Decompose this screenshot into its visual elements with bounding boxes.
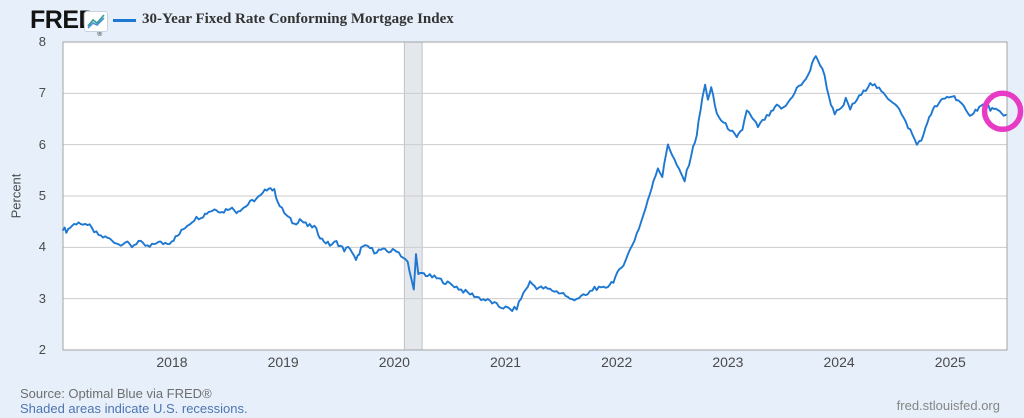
- y-tick-label: 3: [38, 290, 46, 306]
- x-tick-label: 2018: [156, 354, 188, 370]
- fred-sparkline-icon: [84, 11, 108, 32]
- y-tick-label: 8: [38, 34, 46, 49]
- x-tick-label: 2023: [712, 354, 744, 370]
- y-tick-label: 6: [38, 136, 46, 152]
- x-tick-label: 2020: [378, 354, 410, 370]
- x-tick-label: 2022: [601, 354, 633, 370]
- x-tick-label: 2019: [267, 354, 299, 370]
- x-tick-label: 2025: [934, 354, 966, 370]
- registered-mark: ®: [97, 31, 102, 38]
- y-tick-label: 7: [38, 85, 46, 101]
- source-text: Source: Optimal Blue via FRED®: [20, 386, 212, 401]
- chart-title[interactable]: 30-Year Fixed Rate Conforming Mortgage I…: [142, 11, 454, 27]
- fred-site-link[interactable]: fred.stlouisfed.org: [896, 398, 1000, 413]
- y-tick-label: 2: [38, 342, 46, 357]
- y-tick-label: 5: [38, 188, 46, 203]
- recession-note-link[interactable]: Shaded areas indicate U.S. recessions.: [20, 401, 248, 416]
- legend-line-swatch: [113, 19, 136, 22]
- x-tick-label: 2021: [489, 354, 522, 370]
- x-tick-label: 2024: [823, 354, 855, 370]
- chart-header: FRED® 30-Year Fixed Rate Conforming Mort…: [0, 0, 1024, 38]
- y-tick-label: 4: [38, 239, 46, 255]
- highlight-circle: [981, 90, 1024, 133]
